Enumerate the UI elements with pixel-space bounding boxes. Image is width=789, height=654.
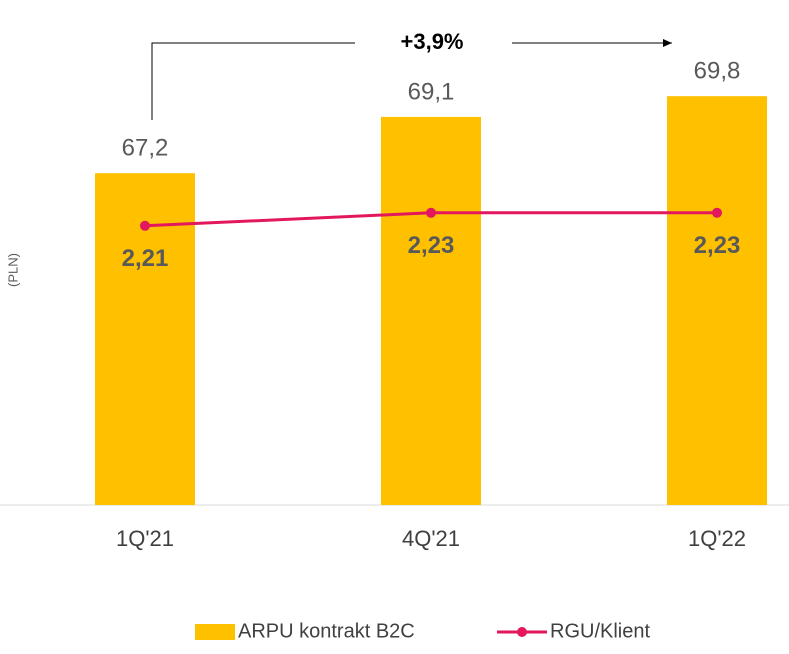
x-tick-label: 4Q'21 — [402, 526, 460, 551]
bar-value-label: 69,1 — [408, 78, 455, 105]
line-point — [712, 207, 722, 218]
line-value-label: 2,21 — [122, 245, 169, 272]
legend-label: RGU/Klient — [550, 620, 650, 642]
y-axis-label: (PLN) — [5, 253, 20, 287]
legend-swatch — [517, 627, 527, 637]
bar — [667, 96, 767, 506]
x-tick-label: 1Q'22 — [688, 526, 746, 551]
bar — [381, 116, 481, 505]
line-value-label: 2,23 — [694, 232, 741, 259]
line-value-label: 2,23 — [408, 232, 455, 259]
line-point — [140, 220, 150, 231]
annotation: +3,9% — [401, 29, 464, 54]
legend-swatch — [195, 624, 235, 640]
annotation-bracket — [151, 42, 355, 120]
x-tick-label: 1Q'21 — [116, 526, 174, 551]
legend-label: ARPU kontrakt B2C — [238, 620, 415, 642]
bar-value-label: 69,8 — [694, 58, 741, 85]
bar-value-label: 67,2 — [122, 135, 169, 162]
line-point — [426, 207, 436, 218]
